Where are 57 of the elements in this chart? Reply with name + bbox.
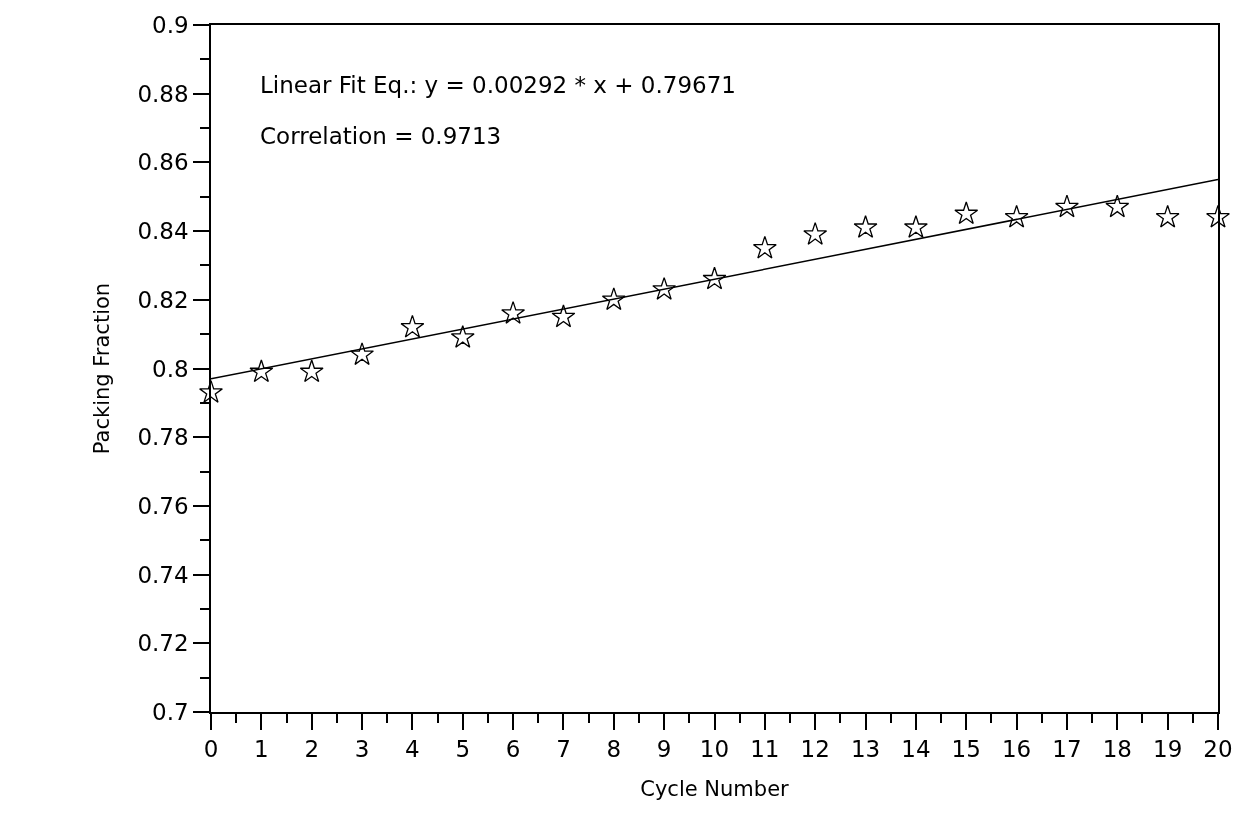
x-tick-label: 8 xyxy=(606,736,622,763)
y-tick-label: 0.84 xyxy=(137,218,189,245)
x-tick-label: 19 xyxy=(1153,736,1183,763)
y-axis-title: Packing Fraction xyxy=(90,282,115,455)
x-tick-label: 18 xyxy=(1102,736,1132,763)
x-axis-title: Cycle Number xyxy=(640,777,790,802)
point xyxy=(903,215,928,238)
x-tick-label: 4 xyxy=(405,736,420,763)
y-tick-label: 0.88 xyxy=(137,80,189,107)
annotation: Linear Fit Eq.: y = 0.00292 * x + 0.79671 xyxy=(260,72,736,98)
x-tick-label: 9 xyxy=(656,736,672,763)
point xyxy=(1206,204,1230,228)
y-tick-label: 0.86 xyxy=(137,149,189,176)
x-tick-label: 13 xyxy=(850,736,881,763)
annotation: Correlation = 0.9713 xyxy=(260,123,502,149)
x-tick-label: 2 xyxy=(304,736,320,763)
point xyxy=(350,342,375,366)
x-tick-label: 6 xyxy=(505,736,521,763)
point xyxy=(853,215,878,238)
y-tick-label: 0.82 xyxy=(137,286,189,313)
x-tick-label: 12 xyxy=(800,736,830,763)
point xyxy=(199,379,223,403)
point xyxy=(752,235,777,259)
point xyxy=(954,201,979,225)
point xyxy=(1105,194,1130,218)
y-tick-label: 0.8 xyxy=(152,355,189,382)
x-tick-label: 11 xyxy=(750,736,780,763)
point xyxy=(702,266,727,290)
point xyxy=(400,314,425,338)
y-tick-label: 0.78 xyxy=(137,424,189,451)
point xyxy=(1155,204,1180,228)
x-tick-label: 20 xyxy=(1203,736,1233,763)
y-tick-label: 0.76 xyxy=(137,492,189,519)
x-tick-label: 7 xyxy=(556,736,571,763)
x-tick-label: 1 xyxy=(254,736,269,763)
x-tick-label: 16 xyxy=(1001,736,1032,763)
point xyxy=(1004,204,1029,228)
y-tick-label: 0.9 xyxy=(152,12,189,39)
point xyxy=(501,300,526,324)
point xyxy=(299,359,324,383)
y-tick-label: 0.72 xyxy=(137,630,189,657)
point xyxy=(1054,194,1079,218)
x-tick-label: 0 xyxy=(203,736,219,763)
x-tick-label: 15 xyxy=(951,736,981,763)
y-tick-label: 0.7 xyxy=(152,699,189,726)
point xyxy=(249,359,274,383)
point xyxy=(803,221,828,245)
point xyxy=(652,276,677,300)
x-tick-label: 10 xyxy=(699,736,730,763)
point xyxy=(601,287,626,311)
point xyxy=(551,304,576,328)
x-tick-label: 14 xyxy=(901,736,931,763)
x-tick-label: 17 xyxy=(1052,736,1082,763)
y-tick-label: 0.74 xyxy=(137,561,189,588)
x-tick-label: 3 xyxy=(354,736,370,763)
x-tick-label: 5 xyxy=(455,736,471,763)
point xyxy=(450,325,475,348)
